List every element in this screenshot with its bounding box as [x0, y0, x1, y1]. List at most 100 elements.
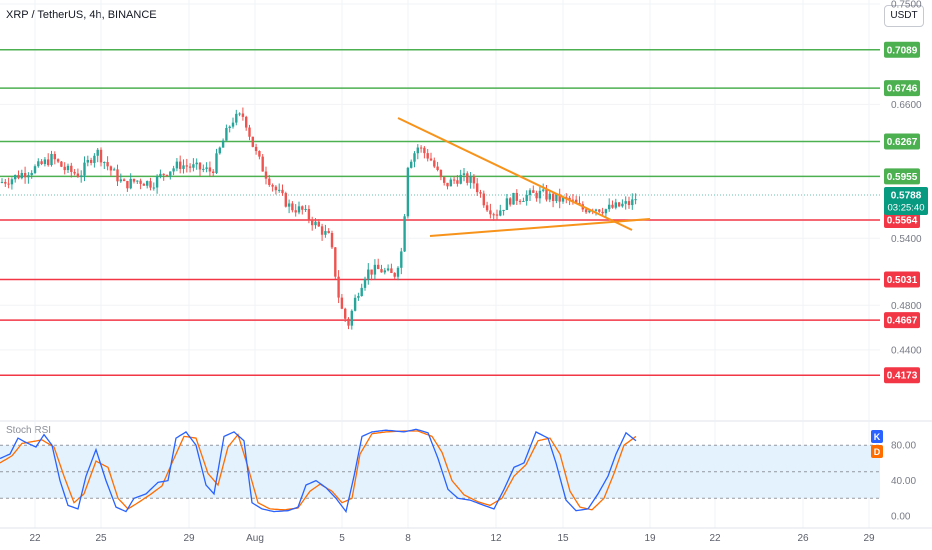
- candle-body: [50, 153, 53, 166]
- candle-body: [472, 176, 476, 184]
- candle-body: [393, 272, 396, 277]
- candle-body: [155, 176, 159, 188]
- candle-body: [251, 136, 254, 147]
- candle-body: [370, 269, 373, 275]
- candle-body: [297, 206, 301, 213]
- candle-body: [245, 116, 248, 128]
- time-tick-label: 19: [644, 533, 656, 544]
- candle-body: [456, 180, 459, 184]
- k-legend-label: K: [874, 432, 881, 442]
- candle-body: [479, 192, 482, 194]
- rsi-tick-label: 40.00: [891, 476, 916, 487]
- candle-body: [274, 186, 278, 191]
- candle-body: [215, 153, 218, 173]
- level-badge-label: 0.7089: [887, 45, 918, 56]
- level-badge-label: 0.5564: [887, 216, 918, 227]
- candle-body: [571, 199, 575, 201]
- candle-body: [221, 140, 225, 148]
- candle-body: [122, 179, 126, 182]
- candle-body: [390, 268, 393, 273]
- candle-body: [360, 287, 363, 297]
- candle-body: [132, 178, 136, 182]
- candle-body: [304, 208, 307, 210]
- candle-body: [578, 202, 581, 205]
- candle-body: [476, 183, 479, 193]
- candle-body: [103, 162, 106, 164]
- level-badge-label: 0.6267: [887, 137, 918, 148]
- candle-body: [347, 318, 350, 326]
- candle-body: [617, 202, 621, 207]
- candle-body: [386, 268, 390, 271]
- candle-body: [446, 182, 449, 187]
- candle-body: [542, 189, 545, 191]
- candle-body: [449, 179, 452, 187]
- candle-body: [327, 231, 330, 233]
- time-tick-label: Aug: [246, 533, 264, 544]
- candle-body: [0, 181, 4, 183]
- candle-body: [396, 267, 400, 277]
- rsi-tick-label: 0.00: [891, 512, 911, 523]
- candle-body: [188, 166, 192, 168]
- candle-body: [561, 196, 565, 202]
- candle-body: [63, 166, 66, 171]
- candle-body: [238, 113, 241, 115]
- candle-body: [588, 210, 591, 213]
- candle-body: [60, 161, 63, 167]
- currency-button[interactable]: USDT: [884, 5, 924, 27]
- candle-body: [109, 166, 113, 171]
- candle-body: [14, 174, 17, 180]
- trendline-upper: [397, 117, 633, 231]
- candle-body: [324, 231, 327, 235]
- candle-body: [208, 167, 212, 172]
- time-tick-label: 5: [339, 533, 345, 544]
- candle-body: [598, 209, 601, 212]
- level-badge-label: 0.5955: [887, 172, 918, 183]
- time-axis[interactable]: 22 25 29 Aug 5 8 12 15 19 22 26 29: [0, 527, 932, 544]
- candle-body: [281, 189, 284, 194]
- candle-body: [367, 269, 370, 279]
- candle-body: [499, 210, 502, 216]
- candle-body: [30, 172, 33, 176]
- candle-body: [116, 169, 119, 182]
- level-badge: [884, 212, 920, 228]
- time-tick-label: 29: [863, 533, 875, 544]
- candle-body: [439, 169, 443, 178]
- candle-body: [512, 192, 515, 205]
- candle-body: [264, 171, 268, 179]
- candle-body: [139, 180, 142, 184]
- candle-body: [287, 203, 291, 207]
- candle-body: [268, 178, 271, 185]
- candle-body: [492, 214, 495, 216]
- countdown-label: 03:25:40: [888, 203, 925, 214]
- candle-body: [225, 128, 228, 141]
- candle-body: [307, 208, 311, 220]
- candle-body: [608, 204, 611, 210]
- candle-body: [136, 180, 139, 182]
- k-line: [0, 428, 637, 514]
- candle-body: [320, 226, 324, 235]
- price-tick-label: 0.4800: [891, 301, 922, 312]
- candle-body: [403, 216, 406, 252]
- candle-body: [73, 171, 76, 174]
- candle-body: [149, 181, 152, 188]
- price-tick-label: 0.6600: [891, 100, 922, 111]
- candle-body: [433, 160, 436, 167]
- trendline-lower: [429, 218, 651, 237]
- candle-body: [23, 172, 27, 178]
- candle-body: [634, 199, 637, 201]
- candle-body: [162, 173, 165, 175]
- candle-body: [406, 167, 410, 217]
- candle-body: [159, 173, 162, 177]
- candle-body: [584, 209, 588, 213]
- candle-body: [485, 205, 489, 211]
- candle-body: [631, 199, 634, 206]
- candle-body: [518, 200, 522, 202]
- candle-body: [400, 251, 403, 268]
- candle-body: [182, 165, 185, 169]
- candle-body: [56, 159, 60, 162]
- candle-body: [129, 178, 132, 189]
- candle-body: [410, 161, 413, 168]
- price-axis[interactable]: 0.7500 0.6600 0.5400 0.4800 0.4400 0.7089 0.67…: [871, 0, 928, 523]
- candle-body: [96, 149, 99, 156]
